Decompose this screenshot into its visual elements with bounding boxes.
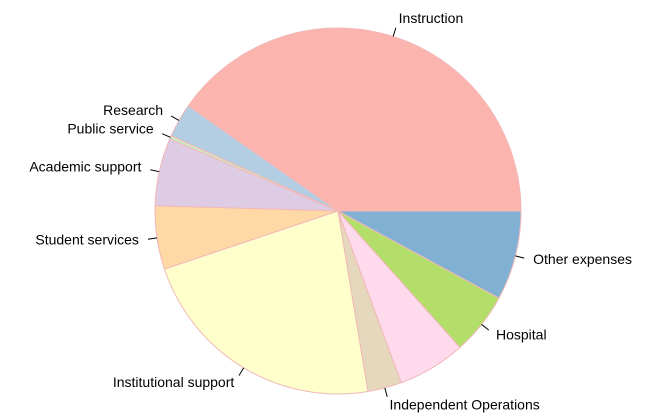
pie-slice [337,210,522,299]
slice-label: Other expenses [533,251,632,267]
slice-label: Academic support [29,158,141,174]
slice-label: Research [103,102,163,118]
label-tick [150,169,160,173]
label-tick [161,133,171,138]
label-tick [384,387,388,397]
label-tick [515,255,525,259]
slice-label: Hospital [496,326,547,342]
label-tick [481,324,490,331]
label-tick [170,115,180,121]
label-tick [392,27,397,37]
slice-label: Independent Operations [390,396,540,412]
pie-slice [163,210,369,395]
label-tick [238,367,245,376]
slice-label: Institutional support [113,374,235,390]
slice-label: Instruction [399,10,464,26]
label-tick [147,237,158,240]
slice-label: Student services [35,231,139,247]
slice-label: Public service [67,121,154,137]
